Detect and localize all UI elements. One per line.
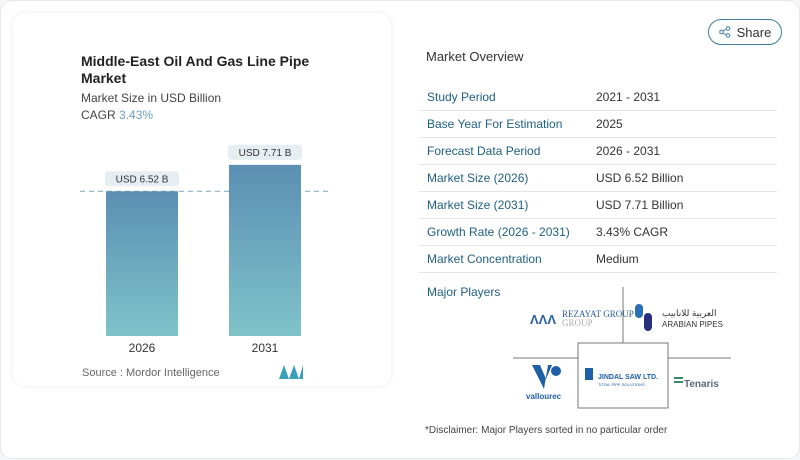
data-label-bg xyxy=(228,144,302,160)
overview-row: Base Year For Estimation 2025 xyxy=(419,111,777,138)
overview-key: Market Size (2031) xyxy=(427,198,529,212)
svg-text:REZAYAT GROUP: REZAYAT GROUP xyxy=(562,309,634,319)
overview-value: 3.43% CAGR xyxy=(596,225,669,239)
x-tick-label: 2031 xyxy=(252,341,279,355)
svg-text:vallourec: vallourec xyxy=(526,392,562,401)
overview-row: Forecast Data Period 2026 - 2031 xyxy=(419,138,777,165)
chart-card xyxy=(13,13,391,386)
source: Source : Mordor Intelligence xyxy=(82,367,220,379)
mordor-logo-icon xyxy=(279,365,303,379)
svg-text:TOTAL PIPE SOLUTIONS: TOTAL PIPE SOLUTIONS xyxy=(598,382,645,387)
data-label: USD 7.71 B xyxy=(239,148,292,159)
svg-text:Tenaris: Tenaris xyxy=(684,379,719,390)
overview-key: Market Size (2026) xyxy=(427,171,529,185)
data-label: USD 6.52 B xyxy=(116,174,169,185)
svg-text:ARABIAN PIPES: ARABIAN PIPES xyxy=(662,320,723,329)
share-icon xyxy=(718,26,730,38)
x-tick-label: 2026 xyxy=(129,341,156,355)
major-players-title: Major Players xyxy=(427,285,501,299)
overview-value: 2021 - 2031 xyxy=(596,90,661,104)
svg-text:GROUP: GROUP xyxy=(562,318,593,328)
overview-value: 2026 - 2031 xyxy=(596,144,661,158)
overview-title: Market Overview xyxy=(426,49,524,64)
overview-key: Forecast Data Period xyxy=(427,144,541,158)
svg-text:JINDAL SAW LTD.: JINDAL SAW LTD. xyxy=(598,374,658,381)
cagr-label: CAGR xyxy=(81,108,116,122)
vallourec-logo: vallourec xyxy=(526,365,562,401)
disclaimer-text: *Disclaimer: Major Players sorted in no … xyxy=(425,425,668,436)
cagr-value: 3.43% xyxy=(119,108,154,122)
overview-key: Base Year For Estimation xyxy=(427,117,563,131)
bar-chart: USD 6.52 B 2026 USD 7.71 B 2031 xyxy=(80,144,329,355)
jindal-saw-logo: JINDAL SAW LTD.TOTAL PIPE SOLUTIONS xyxy=(585,368,658,387)
overview-row: Study Period 2021 - 2031 xyxy=(419,84,777,111)
data-label-bg xyxy=(105,171,179,187)
overview-key: Growth Rate (2026 - 2031) xyxy=(427,225,570,239)
overview-row: Growth Rate (2026 - 2031) 3.43% CAGR xyxy=(419,219,777,246)
overview-value: Medium xyxy=(596,252,639,266)
overview-row: Market Size (2031) USD 7.71 Billion xyxy=(419,192,777,219)
overview-value: 2025 xyxy=(596,117,623,131)
overview-row: Market Size (2026) USD 6.52 Billion xyxy=(419,165,777,192)
share-label: Share xyxy=(736,24,772,40)
overview-value: USD 7.71 Billion xyxy=(596,198,684,212)
chart-title: Middle-East Oil And Gas Line Pipe Market xyxy=(81,53,310,86)
share-button[interactable]: Share xyxy=(708,19,782,45)
overview-key: Study Period xyxy=(427,90,496,104)
overview-key: Market Concentration xyxy=(427,252,542,266)
bar-2031 xyxy=(229,164,301,336)
svg-text:ΛΛΛ: ΛΛΛ xyxy=(530,312,556,327)
overview-row: Market Concentration Medium xyxy=(419,246,777,273)
overview-value: USD 6.52 Billion xyxy=(596,171,684,185)
tenaris-logo: Tenaris xyxy=(674,377,719,390)
bar-2026 xyxy=(106,191,178,336)
chart-subtitle: Market Size in USD Billion xyxy=(81,91,222,105)
svg-text:العربية للانابيب: العربية للانابيب xyxy=(662,308,717,319)
cagr: CAGR 3.43% xyxy=(81,108,153,122)
